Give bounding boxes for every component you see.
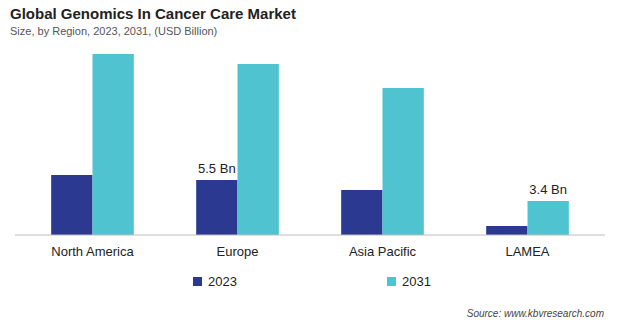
x-axis: North America Europe Asia Pacific LAMEA [15,235,605,259]
tick: Europe [217,244,259,259]
title: Global Genomics In Cancer Care Market [10,5,296,22]
legend-label: 2023 [208,274,237,289]
bar [341,190,382,235]
tick: Asia Pacific [349,244,417,259]
bar [486,226,527,235]
bar [528,201,569,235]
legend-swatch [387,277,396,286]
legend-label: 2031 [402,274,431,289]
source-note: Source: www.kbvresearch.com [467,308,604,319]
bar [196,180,237,235]
tick-label: LAMEA [505,244,549,259]
bars [51,54,569,235]
bar [51,175,92,235]
bar [383,88,424,235]
tick-label: Asia Pacific [349,244,417,259]
bar [238,64,279,235]
bar [93,54,134,235]
x-axis-line [15,235,605,236]
tick-label: Europe [217,244,259,259]
tick: North America [51,244,134,259]
data-label: 5.5 Bn [198,161,236,176]
tick-label: North America [51,244,134,259]
chart: 5.5 Bn 3.4 Bn North America Europe Asia Paci… [0,0,620,335]
legend-swatch [193,277,202,286]
subtitle: Size, by Region, 2023, 2031, (USD Billio… [10,25,217,37]
data-label: 3.4 Bn [529,182,567,197]
tick: LAMEA [505,244,549,259]
legend: 2023 2031 [193,274,431,289]
